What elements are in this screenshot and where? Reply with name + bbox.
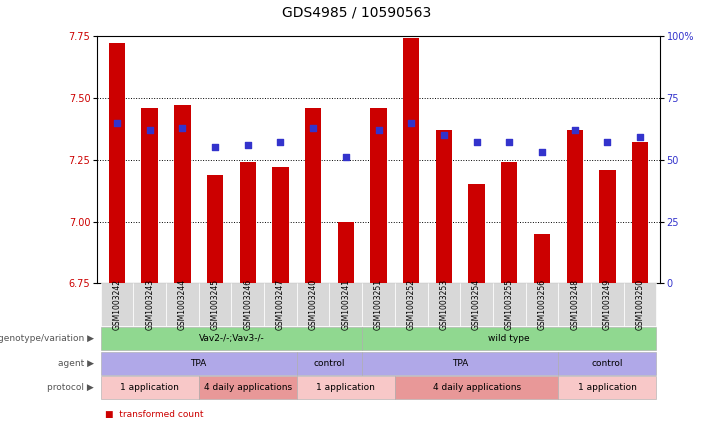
Text: protocol ▶: protocol ▶ [47, 383, 94, 392]
Bar [239, 162, 256, 283]
Bar [469, 184, 485, 283]
Bar [403, 38, 420, 283]
Text: 4 daily applications: 4 daily applications [203, 383, 292, 392]
Point [373, 126, 384, 133]
Point [144, 126, 156, 133]
Bar [371, 108, 386, 283]
Text: ■  transformed count: ■ transformed count [105, 410, 203, 419]
Text: Vav2-/-;Vav3-/-: Vav2-/-;Vav3-/- [198, 334, 265, 343]
Text: GSM1003243: GSM1003243 [145, 279, 154, 330]
Text: GSM1003241: GSM1003241 [341, 279, 350, 330]
Point [242, 141, 254, 148]
Text: GSM1003244: GSM1003244 [178, 279, 187, 330]
Text: TPA: TPA [190, 359, 207, 368]
Point [177, 124, 188, 131]
Bar [141, 108, 158, 283]
Text: 1 application: 1 application [317, 383, 375, 392]
Point [503, 139, 515, 146]
Bar [534, 234, 550, 283]
Text: GSM1003240: GSM1003240 [309, 279, 318, 330]
Text: wild type: wild type [489, 334, 530, 343]
Text: TPA: TPA [452, 359, 469, 368]
Point [209, 144, 221, 151]
Bar [109, 44, 125, 283]
Bar [632, 143, 648, 283]
Point [471, 139, 482, 146]
Point [569, 126, 580, 133]
Point [340, 154, 352, 161]
Text: GSM1003250: GSM1003250 [636, 279, 645, 330]
Point [536, 149, 548, 156]
Text: GSM1003254: GSM1003254 [472, 279, 481, 330]
Bar [337, 222, 354, 283]
Bar [567, 130, 583, 283]
Point [111, 119, 123, 126]
Text: genotype/variation ▶: genotype/variation ▶ [0, 334, 94, 343]
Text: 4 daily applications: 4 daily applications [433, 383, 521, 392]
Text: GSM1003246: GSM1003246 [243, 279, 252, 330]
Text: agent ▶: agent ▶ [58, 359, 94, 368]
Point [275, 139, 286, 146]
Text: GSM1003242: GSM1003242 [112, 279, 121, 330]
Text: 1 application: 1 application [578, 383, 637, 392]
Text: GSM1003253: GSM1003253 [439, 279, 448, 330]
Text: control: control [592, 359, 623, 368]
Text: GSM1003255: GSM1003255 [505, 279, 514, 330]
Text: GSM1003251: GSM1003251 [374, 279, 383, 330]
Point [405, 119, 417, 126]
Text: GSM1003249: GSM1003249 [603, 279, 612, 330]
Text: GSM1003252: GSM1003252 [407, 279, 416, 330]
Bar [599, 170, 616, 283]
Bar [501, 162, 518, 283]
Point [438, 132, 450, 138]
Text: 1 application: 1 application [120, 383, 179, 392]
Bar [174, 105, 190, 283]
Text: GSM1003256: GSM1003256 [538, 279, 547, 330]
Text: control: control [314, 359, 345, 368]
Text: GSM1003245: GSM1003245 [211, 279, 219, 330]
Bar [273, 167, 288, 283]
Text: GSM1003247: GSM1003247 [276, 279, 285, 330]
Text: GSM1003248: GSM1003248 [570, 279, 579, 330]
Point [634, 134, 646, 141]
Bar [435, 130, 452, 283]
Text: GDS4985 / 10590563: GDS4985 / 10590563 [282, 5, 432, 19]
Point [307, 124, 319, 131]
Bar [207, 175, 224, 283]
Bar [305, 108, 322, 283]
Point [601, 139, 613, 146]
